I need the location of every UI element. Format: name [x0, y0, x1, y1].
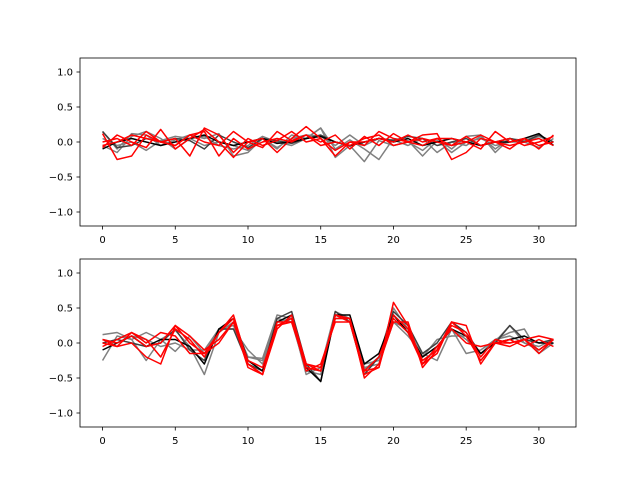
- y-tick-label-1-1: −0.5: [49, 173, 73, 184]
- x-tick-label-1-15: 15: [314, 235, 327, 246]
- y-tick-label-1-0: −1.0: [49, 208, 73, 219]
- x-tick-label-2-15: 15: [314, 436, 327, 447]
- x-tick-label-1-30: 30: [533, 235, 546, 246]
- x-tick-label-1-5: 5: [172, 235, 178, 246]
- y-tick-label-2-0: −1.0: [49, 409, 73, 420]
- x-tick-label-2-5: 5: [172, 436, 178, 447]
- series-line-2-5: [102, 314, 554, 383]
- axes-1: 0 5 10 15 20 25 30 −1.0 −0.5 0.0 0.5 1.0: [49, 57, 577, 246]
- y-tick-label-2-4: 1.0: [57, 269, 73, 280]
- axes-2: 0 5 10 15 20 25 30 −1.0 −0.5 0.0 0.5 1.0: [49, 258, 577, 447]
- y-tick-label-1-2: 0.0: [57, 138, 73, 149]
- x-tick-label-2-25: 25: [460, 436, 473, 447]
- y-tick-label-2-2: 0.0: [57, 339, 73, 350]
- x-tick-label-1-25: 25: [460, 235, 473, 246]
- series-line-2-9: [102, 314, 554, 376]
- y-tick-label-2-3: 0.5: [57, 304, 73, 315]
- y-tick-label-1-4: 1.0: [57, 68, 73, 79]
- x-tick-label-1-0: 0: [99, 235, 105, 246]
- y-tick-label-2-1: −0.5: [49, 374, 73, 385]
- x-tick-label-1-20: 20: [387, 235, 400, 246]
- series-line-1-9: [102, 130, 554, 157]
- series-line-1-3: [102, 134, 554, 154]
- y-tick-label-1-3: 0.5: [57, 103, 73, 114]
- x-tick-label-2-30: 30: [533, 436, 546, 447]
- x-tick-label-1-10: 10: [242, 235, 255, 246]
- series-line-1-6: [102, 128, 554, 161]
- x-tick-label-2-20: 20: [387, 436, 400, 447]
- x-tick-label-2-0: 0: [99, 436, 105, 447]
- x-tick-label-2-10: 10: [242, 436, 255, 447]
